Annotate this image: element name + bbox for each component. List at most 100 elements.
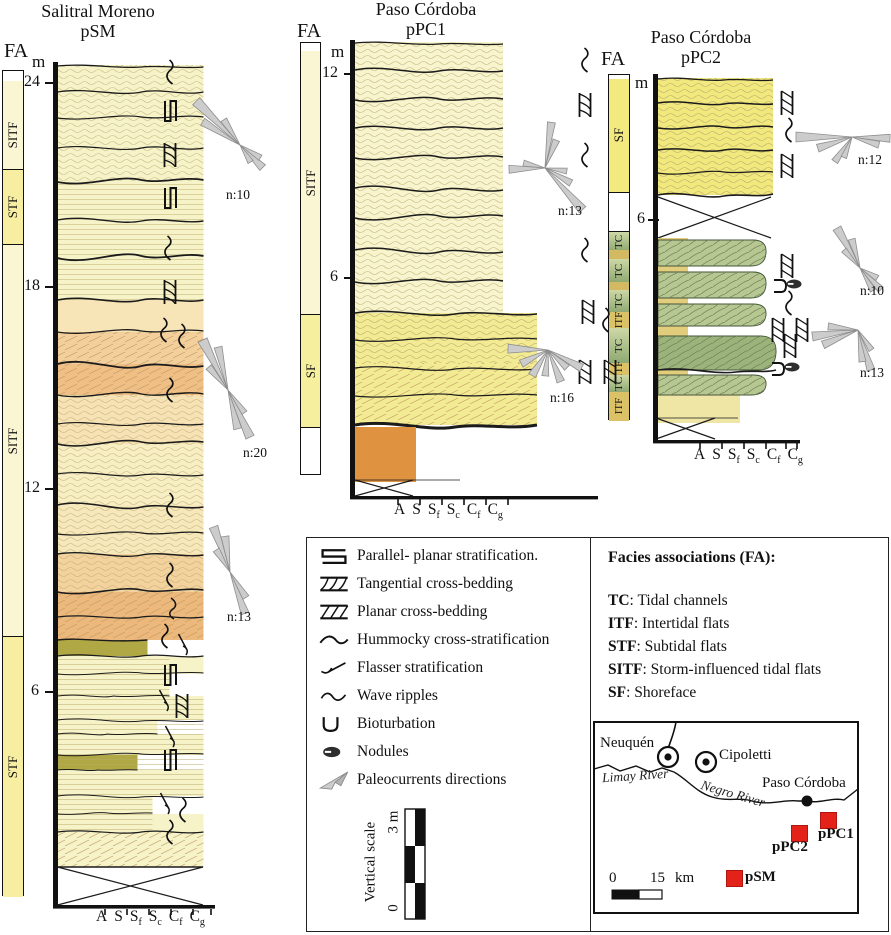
paso-cordoba-dot [801,795,813,807]
map-locality-paso-cordoba: Paso Córdoba [762,775,846,791]
neuquen-city-icon [656,745,680,769]
grain-label: Sc [148,908,162,928]
ppc2-fa-strip: SF TC TC TC ITF TC ITF TC ITF [608,74,630,421]
ppc2-fa-seg-tc: TC [609,328,629,363]
ppc2-grain-axis: A S Sf Sc Cf Cg [694,446,803,466]
ppc2-title-line2: pPC2 [680,46,722,67]
covered-interval-x [655,417,738,440]
grain-label: Sc [746,446,760,466]
grain-label: A [394,501,406,518]
grain-label: S [412,501,421,518]
legend-item: Bioturbation [318,714,435,734]
legend-item: Flasser stratification [318,658,483,678]
fa-label: SITF [5,121,20,149]
ppc1-grain-axis: A S Sf Sc Cf Cg [394,501,503,521]
covered-interval-x [57,866,204,906]
ppc1-tickmark [344,73,355,76]
grain-label: Sf [727,446,740,466]
hummocky-cross-stratification-icon [162,376,178,404]
ppc1-tick-6: 6 [330,268,338,285]
grain-label: Sf [427,501,440,521]
rose-count-label: n:13 [227,609,252,624]
legend-item-label: Parallel- planar stratification. [357,547,539,564]
legend-item: Planar cross-bedding [318,602,487,622]
psm-fa-seg-stf: STF [3,169,23,245]
fa-label: ITF [613,311,625,329]
map-scalebar-black [611,889,640,900]
hummocky-cross-stratification-icon [160,234,176,262]
ppc1-fa-strip: SITF SF [300,42,321,475]
section-title-ppc2: Paso Córdoba pPC2 [613,27,789,68]
grain-label: Cf [168,908,183,928]
legend-box [306,537,889,932]
ppc2-title-line1: Paso Córdoba [650,27,752,47]
legend-item-label: Planar cross-bedding [357,603,488,620]
fa-label: SF [611,127,626,143]
psm-tick-18: 18 [24,277,40,294]
fa-label: TC [613,293,625,309]
hummocky-cross-stratification-icon [577,46,593,74]
limay-river-line [593,764,675,773]
legend-item-label: Tangential cross-bedding [357,575,514,592]
ppc2-column [653,74,800,449]
hummocky-cross-stratification-icon [781,289,797,317]
grain-label: Cf [466,501,481,521]
planar-cross-bedding-icon [602,358,618,386]
fa-label: TC [613,234,625,250]
hummocky-cross-stratification-icon [577,236,593,264]
flasser-stratification-icon [157,789,173,817]
fa-label: SITF [302,169,318,197]
grain-label: Cg [189,908,205,928]
fa-label: ITF [613,397,625,415]
psm-column [53,62,215,915]
psm-fa-strip: SITF STF SITF STF [2,70,24,897]
legend-item: Paleocurrents directions [318,770,506,790]
psm-fa-header: FA [4,40,29,62]
paleocurrents-icon [318,770,350,790]
psm-fa-seg-stf2: STF [3,636,23,897]
legend-item-label: Paleocurrents directions [357,771,507,788]
rose-count-label: n:20 [243,445,268,460]
site-marker-psm [726,870,743,887]
bioturbation-icon [318,714,350,734]
map-site-ppc2: pPC2 [772,839,808,855]
legend-item: Wave ripples [318,686,438,706]
tangential-cross-bedding-icon [162,141,178,169]
legend-item: Nodules [318,742,409,762]
psm-tick-24: 24 [24,73,40,90]
rose-count-label: n:13 [558,203,583,218]
site-marker-ppc1 [820,812,837,829]
planar-cross-bedding-icon [779,89,795,117]
ppc2-fa-gap [609,282,629,290]
hummocky-cross-stratification-icon [781,116,797,144]
flasser-stratification-icon [156,686,172,714]
tangential-cross-bedding-icon [577,91,593,119]
facies-entry: TC: Tidal channels [608,592,728,609]
map-scale-value: 15 [650,870,665,886]
ppc2-fa-header: FA [601,48,626,70]
facies-entry: STF: Subtidal flats [608,638,727,655]
planar-cross-bedding-icon [318,602,350,622]
psm-fa-seg-sitf2: SITF [3,245,23,636]
fa-label: SITF [5,427,20,455]
ppc2-fa-seg-tc: TC [609,231,629,251]
hummocky-cross-stratification-icon [318,630,350,650]
parallel-planar-stratification-icon [318,546,350,566]
ppc2-fa-seg-itf: ITF [609,392,629,421]
facies-entry: SITF: Storm-influenced tidal flats [608,661,822,678]
hummocky-cross-stratification-icon [577,141,593,169]
wave-ripples-icon [164,594,180,622]
wave-ripples-icon [318,686,350,706]
hummocky-cross-stratification-icon [162,818,178,846]
facies-associations-title: Facies associations (FA): [608,549,776,566]
legend-divider [590,537,591,932]
ppc2-m-label: m [635,73,649,92]
ppc2-fa-seg-itf: ITF [609,312,629,328]
psm-title-line2: pSM [80,20,116,41]
ppc2-fa-seg-sf: SF [609,79,629,193]
ppc1-title-line1: Paso Córdoba [375,0,477,19]
fa-label: TC [613,338,625,354]
psm-grain-axis: A S Sf Sc Cf Cg [96,908,205,928]
map-scale-unit: km [675,870,695,886]
rose-count-label: n:12 [858,152,883,167]
